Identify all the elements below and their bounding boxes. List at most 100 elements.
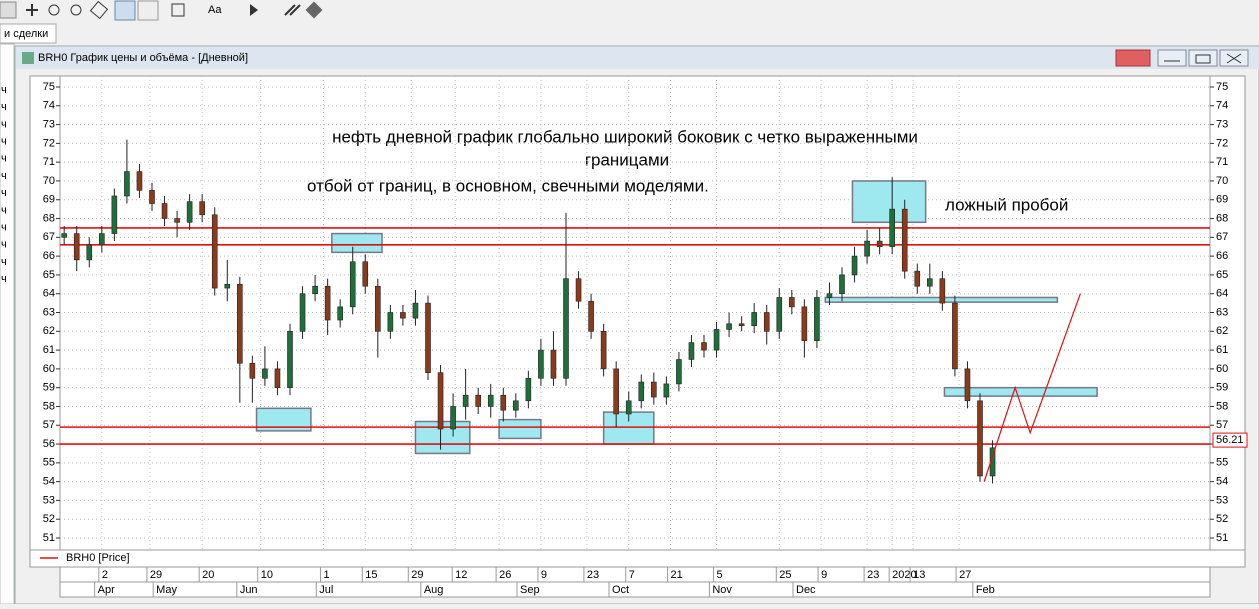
y-tick-label: 74: [43, 100, 55, 112]
candle-body: [663, 383, 670, 398]
month-label: May: [156, 584, 177, 596]
candle-body: [387, 312, 394, 332]
move-tool[interactable]: [26, 4, 38, 16]
candle-body: [149, 190, 155, 204]
month-label: Oct: [612, 584, 629, 596]
dropdown[interactable]: [0, 1, 17, 19]
ruler-tool[interactable]: [89, 0, 109, 20]
candle-body: [500, 394, 507, 411]
candle-body: [600, 330, 607, 370]
sidebar-item: ч: [1, 153, 7, 165]
candle-body: [613, 368, 619, 415]
zone: [943, 386, 1098, 397]
sidebar-item: ч: [1, 273, 7, 285]
candle-body: [525, 377, 532, 402]
x-tick-label: 2: [102, 569, 108, 581]
y-tick-label-right: 54: [1216, 476, 1228, 488]
candle-body: [801, 306, 808, 341]
y-tick-label-right: 58: [1216, 400, 1228, 412]
erase-tool[interactable]: [284, 4, 301, 16]
candle-body: [337, 306, 343, 321]
candle-body: [927, 278, 933, 287]
x-tick-label: 26: [499, 569, 511, 581]
candle-body: [161, 203, 168, 219]
y-tick-label-right: 52: [1216, 513, 1228, 525]
candle-body: [864, 240, 870, 257]
candle-body: [839, 274, 845, 295]
y-tick-label-right: 75: [1216, 81, 1228, 93]
y-tick-label-right: 69: [1216, 194, 1228, 206]
candle-body: [224, 284, 231, 289]
candle-body: [776, 297, 783, 332]
candle-body: [111, 195, 118, 234]
sidebar-item: ч: [1, 84, 7, 96]
zoom-out[interactable]: [70, 4, 82, 16]
y-tick-label: 63: [43, 306, 55, 318]
y-tick-label: 54: [43, 476, 55, 488]
minimize-button[interactable]: [1157, 49, 1187, 67]
candle-body: [751, 312, 757, 326]
candle-body: [550, 349, 557, 379]
candle-body: [136, 171, 143, 191]
candle-body: [977, 400, 983, 477]
font-button[interactable]: Aa: [208, 4, 222, 16]
candle-body: [625, 400, 632, 415]
hand-tool[interactable]: [114, 0, 136, 21]
toolbar: [0, 0, 1259, 22]
zone: [851, 180, 927, 224]
y-tick-label-right: 70: [1216, 175, 1228, 187]
x-tick-label: 9: [541, 569, 547, 581]
zoom-in[interactable]: [48, 4, 60, 16]
tab[interactable]: [0, 23, 57, 44]
restore-button[interactable]: [1188, 49, 1218, 67]
y-tick-label: 69: [43, 194, 55, 206]
x-tick-label: 27: [959, 569, 971, 581]
candle-body: [964, 368, 971, 402]
zone: [498, 418, 542, 440]
window-icon: [22, 52, 34, 64]
candle-body: [362, 261, 369, 287]
candle-body: [763, 312, 770, 332]
y-tick-label: 71: [43, 156, 55, 168]
candle-body: [575, 278, 582, 302]
x-tick-label: 13: [913, 569, 925, 581]
y-tick-label: 52: [43, 513, 55, 525]
x-tick-label: 12: [455, 569, 467, 581]
candle-body: [638, 381, 645, 402]
candle-body: [186, 201, 193, 223]
y-tick-label: 60: [43, 363, 55, 375]
y-tick-label: 53: [43, 494, 55, 506]
y-tick-label-right: 53: [1216, 494, 1228, 506]
y-tick-label-right: 59: [1216, 382, 1228, 394]
shape-tool[interactable]: [171, 3, 185, 17]
y-tick-label-right: 57: [1216, 419, 1228, 431]
y-tick-label: 64: [43, 288, 55, 300]
y-tick-label: 70: [43, 175, 55, 187]
candle-body: [437, 372, 444, 430]
y-tick-label: 61: [43, 344, 55, 356]
y-tick-label: 72: [43, 137, 55, 149]
tab-label: и сделки: [4, 28, 48, 40]
candle-body: [312, 285, 318, 295]
candle-body: [889, 208, 895, 248]
month-label: Nov: [712, 584, 732, 596]
month-label: Jul: [319, 584, 333, 596]
candle-body: [676, 359, 682, 385]
hand-tool-2[interactable]: [137, 0, 159, 21]
projection-line: [983, 293, 1081, 482]
candle-body: [487, 394, 494, 407]
candle-body: [211, 214, 218, 289]
candle-body: [262, 368, 268, 379]
y-tick-label-right: 63: [1216, 306, 1228, 318]
zone: [255, 407, 312, 432]
y-tick-label: 57: [43, 419, 55, 431]
link-button[interactable]: [1115, 49, 1151, 67]
annotation: границами: [585, 150, 669, 169]
candle-body: [914, 270, 921, 287]
y-tick-label: 58: [43, 400, 55, 412]
y-tick-label: 65: [43, 269, 55, 281]
marker-tool[interactable]: [250, 4, 258, 16]
y-tick-label-right: 64: [1216, 288, 1228, 300]
y-tick-label: 67: [43, 231, 55, 243]
candle-body: [939, 278, 946, 304]
